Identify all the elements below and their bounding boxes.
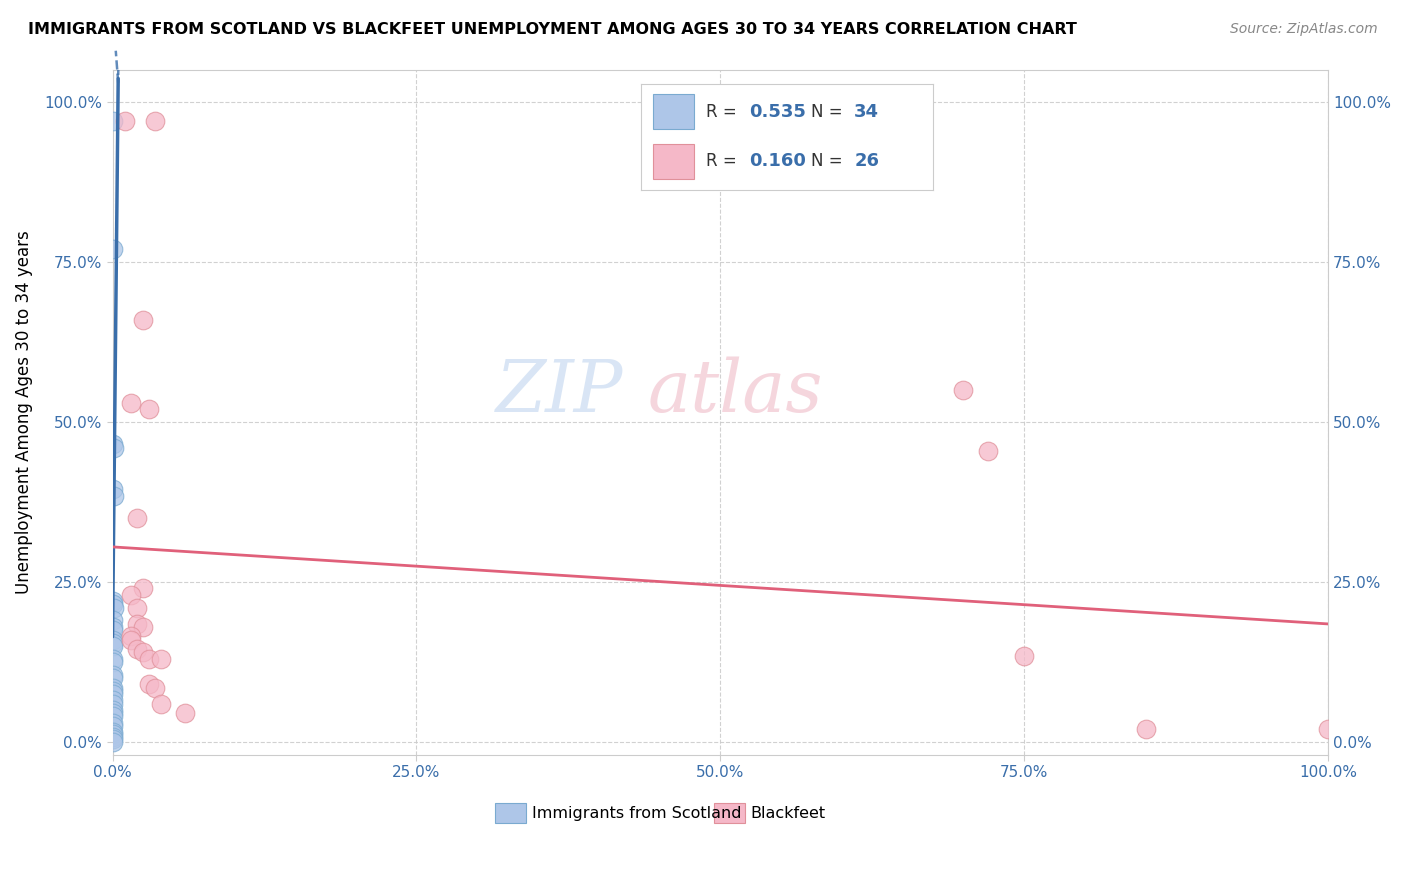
Text: atlas: atlas (647, 357, 823, 427)
Text: Immigrants from Scotland: Immigrants from Scotland (531, 805, 741, 821)
Point (101, 242, 124, 256)
FancyBboxPatch shape (714, 803, 745, 823)
Point (101, 655, 124, 669)
Point (125, 642, 148, 657)
Point (101, 693, 124, 707)
Point (101, 730, 124, 744)
Point (101, 681, 124, 695)
Point (952, 383, 974, 397)
Point (101, 725, 124, 739)
Point (120, 632, 142, 647)
Text: IMMIGRANTS FROM SCOTLAND VS BLACKFEET UNEMPLOYMENT AMONG AGES 30 TO 34 YEARS COR: IMMIGRANTS FROM SCOTLAND VS BLACKFEET UN… (28, 22, 1077, 37)
Point (101, 671, 124, 685)
Point (101, 482, 124, 496)
Point (143, 681, 166, 695)
Point (1012, 648, 1035, 663)
Point (103, 600, 125, 615)
Point (125, 616, 148, 631)
Point (132, 312, 155, 326)
Point (1135, 722, 1157, 736)
Point (174, 706, 197, 721)
Point (101, 620, 124, 634)
Point (103, 489, 125, 503)
Point (101, 727, 124, 741)
Point (101, 114, 124, 128)
Point (101, 636, 124, 650)
Point (114, 114, 136, 128)
Point (150, 652, 173, 666)
Point (101, 613, 124, 627)
Text: Blackfeet: Blackfeet (751, 805, 825, 821)
Point (101, 709, 124, 723)
Y-axis label: Unemployment Among Ages 30 to 34 years: Unemployment Among Ages 30 to 34 years (15, 230, 32, 594)
Point (132, 645, 155, 659)
Point (120, 629, 142, 643)
Point (101, 687, 124, 701)
Point (150, 697, 173, 711)
Point (132, 620, 155, 634)
Text: ZIP: ZIP (496, 357, 623, 427)
Point (120, 588, 142, 602)
Point (138, 652, 160, 666)
Point (138, 677, 160, 691)
Point (101, 667, 124, 681)
Point (101, 639, 124, 653)
Point (120, 396, 142, 410)
Point (101, 697, 124, 711)
Point (125, 600, 148, 615)
Point (125, 511, 148, 525)
Point (101, 437, 124, 451)
Point (101, 683, 124, 698)
Point (101, 719, 124, 733)
Point (138, 402, 160, 417)
Point (101, 594, 124, 608)
Text: Source: ZipAtlas.com: Source: ZipAtlas.com (1230, 22, 1378, 37)
FancyBboxPatch shape (495, 803, 526, 823)
Point (101, 632, 124, 647)
Point (101, 715, 124, 730)
Point (977, 443, 1000, 458)
Point (103, 441, 125, 455)
Point (1317, 722, 1340, 736)
Point (101, 735, 124, 749)
Point (101, 703, 124, 717)
Point (132, 582, 155, 596)
Point (101, 706, 124, 721)
Point (101, 652, 124, 666)
Point (143, 114, 166, 128)
Point (101, 598, 124, 612)
Point (101, 732, 124, 747)
Point (101, 623, 124, 637)
